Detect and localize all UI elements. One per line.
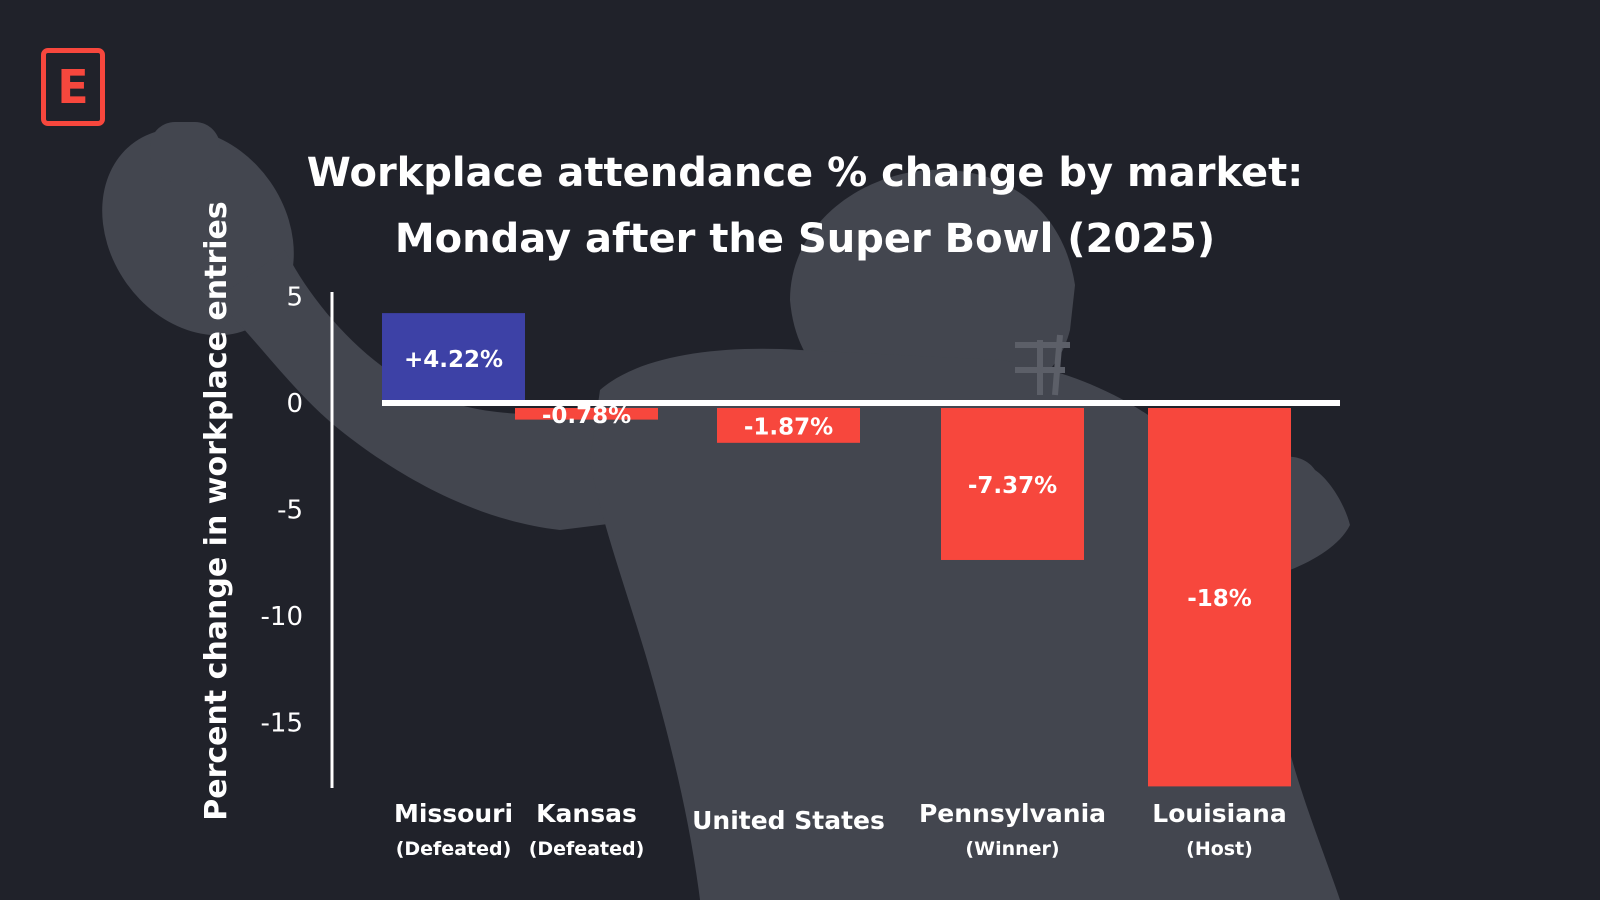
helmet-shape (790, 169, 1075, 405)
x-category-sublabel: (Defeated) (396, 838, 512, 860)
bar-value-label: -18% (1187, 586, 1252, 612)
y-tick-label: 0 (286, 389, 303, 419)
bar-value-label: -1.87% (744, 414, 833, 440)
x-category-sublabel: (Defeated) (529, 838, 645, 860)
bar-value-label: +4.22% (404, 347, 503, 373)
x-category-label: Kansas (536, 799, 637, 828)
y-tick-label: -5 (277, 496, 303, 526)
y-tick-label: -15 (261, 709, 303, 739)
arm-shape (215, 250, 640, 530)
y-tick-label: 5 (286, 283, 303, 313)
x-category-sublabel: (Winner) (965, 838, 1059, 860)
y-tick-label: -10 (261, 602, 303, 632)
bar-missouri (382, 313, 525, 403)
bar-united-states (717, 408, 860, 443)
facemask-shape (1015, 334, 1070, 396)
bar-pennsylvania (941, 408, 1084, 560)
bar-louisiana (1148, 408, 1291, 787)
logo-letter: E (57, 60, 89, 114)
x-category-label: Louisiana (1152, 799, 1286, 828)
x-category-label: Missouri (394, 799, 513, 828)
chart-title-line-2: Monday after the Super Bowl (2025) (394, 216, 1216, 262)
y-axis-label: Percent change in workplace entries (199, 201, 234, 820)
fingers-shape (150, 122, 220, 182)
bar-value-label: -7.37% (968, 473, 1057, 499)
bar-value-label: -0.78% (542, 403, 631, 429)
x-category-label: United States (692, 806, 885, 835)
brand-logo: E (41, 48, 105, 126)
x-category-label: Pennsylvania (919, 799, 1106, 828)
x-category-sublabel: (Host) (1186, 838, 1253, 860)
chart-title: Workplace attendance % change by market:… (280, 140, 1330, 272)
bar-kansas (515, 408, 658, 420)
chart-title-line-1: Workplace attendance % change by market: (306, 150, 1304, 196)
